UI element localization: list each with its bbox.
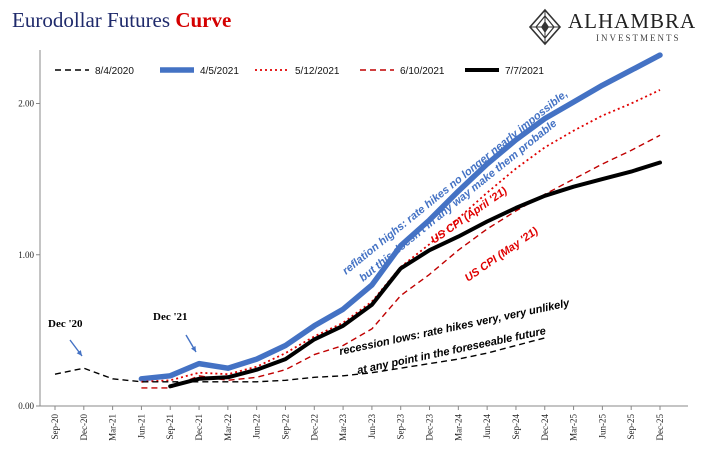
x-tick-label: Dec-24: [540, 414, 550, 441]
annotation-cpi-may: US CPI (May '21): [463, 225, 541, 285]
legend-label: 8/4/2020: [95, 66, 134, 77]
series-line-6-10-2021: [141, 134, 661, 389]
x-tick-label: Jun-25: [597, 414, 607, 439]
chart-title-main: Eurodollar Futures: [12, 8, 176, 32]
legend-label: 7/7/2021: [505, 66, 544, 77]
alhambra-logo: ALHAMBRA INVESTMENTS: [528, 8, 700, 48]
x-tick-label: Sep-22: [280, 414, 290, 440]
annotation-dec-20: Dec '20: [48, 318, 83, 330]
arrow-dec-20-head: [76, 350, 82, 356]
chart-title: Eurodollar Futures Curve: [12, 8, 231, 33]
y-tick-label: 1.00: [18, 250, 34, 260]
x-tick-label: Sep-24: [511, 414, 521, 440]
arrow-dec-21-head: [191, 346, 196, 352]
x-tick-label: Jun-21: [136, 414, 146, 439]
annotation-layer: Dec '20 Dec '21 reflation highs: rate hike…: [48, 88, 571, 377]
x-tick-label: Dec-22: [309, 414, 319, 441]
x-tick-label: Jun-22: [252, 414, 262, 439]
x-tick-label: Dec-20: [79, 414, 89, 441]
x-tick-label: Mar-22: [223, 414, 233, 441]
x-tick-label: Mar-25: [569, 414, 579, 441]
legend-label: 6/10/2021: [400, 66, 445, 77]
y-tick-label: 0.00: [18, 401, 34, 411]
x-tick-label: Jun-23: [367, 414, 377, 439]
annotation-reflation-1: reflation highs: rate hikes no longer ne…: [340, 88, 570, 277]
logo-name: ALHAMBRA: [568, 9, 697, 33]
diamond-emblem-icon: [528, 8, 562, 46]
y-tick-label: 2.00: [18, 99, 34, 109]
legend-label: 4/5/2021: [200, 66, 239, 77]
x-tick-label: Dec-23: [425, 414, 435, 441]
chart-title-accent: Curve: [175, 8, 232, 32]
logo-subtitle: INVESTMENTS: [596, 33, 681, 43]
series-line-7-7-2021: [168, 160, 662, 389]
x-tick-label: Mar-24: [453, 414, 463, 441]
legend: 8/4/2020 4/5/2021 5/12/2021 6/10/2021 7/7/20…: [55, 66, 544, 77]
x-tick-label: Sep-25: [626, 414, 636, 440]
x-tick-label: Jun-24: [482, 414, 492, 439]
legend-label: 5/12/2021: [295, 66, 340, 77]
annotation-dec-21: Dec '21: [153, 311, 188, 323]
x-tick-label: Mar-21: [108, 414, 118, 441]
x-tick-label: Sep-21: [165, 414, 175, 440]
series-line-4-5-2021: [138, 52, 663, 382]
x-tick-label: Sep-23: [396, 414, 406, 440]
series-line-8-4-2020: [54, 337, 545, 383]
x-tick-label: Mar-23: [338, 414, 348, 441]
x-tick-label: Sep-20: [50, 414, 60, 440]
series-layer: [54, 52, 663, 389]
x-tick-label: Dec-21: [194, 414, 204, 441]
x-tick-label: Dec-25: [655, 414, 665, 441]
axes: 0.00 1.00 2.00 Sep-20 Dec-20 Mar-21 Jun-21 Sep-…: [18, 50, 688, 441]
